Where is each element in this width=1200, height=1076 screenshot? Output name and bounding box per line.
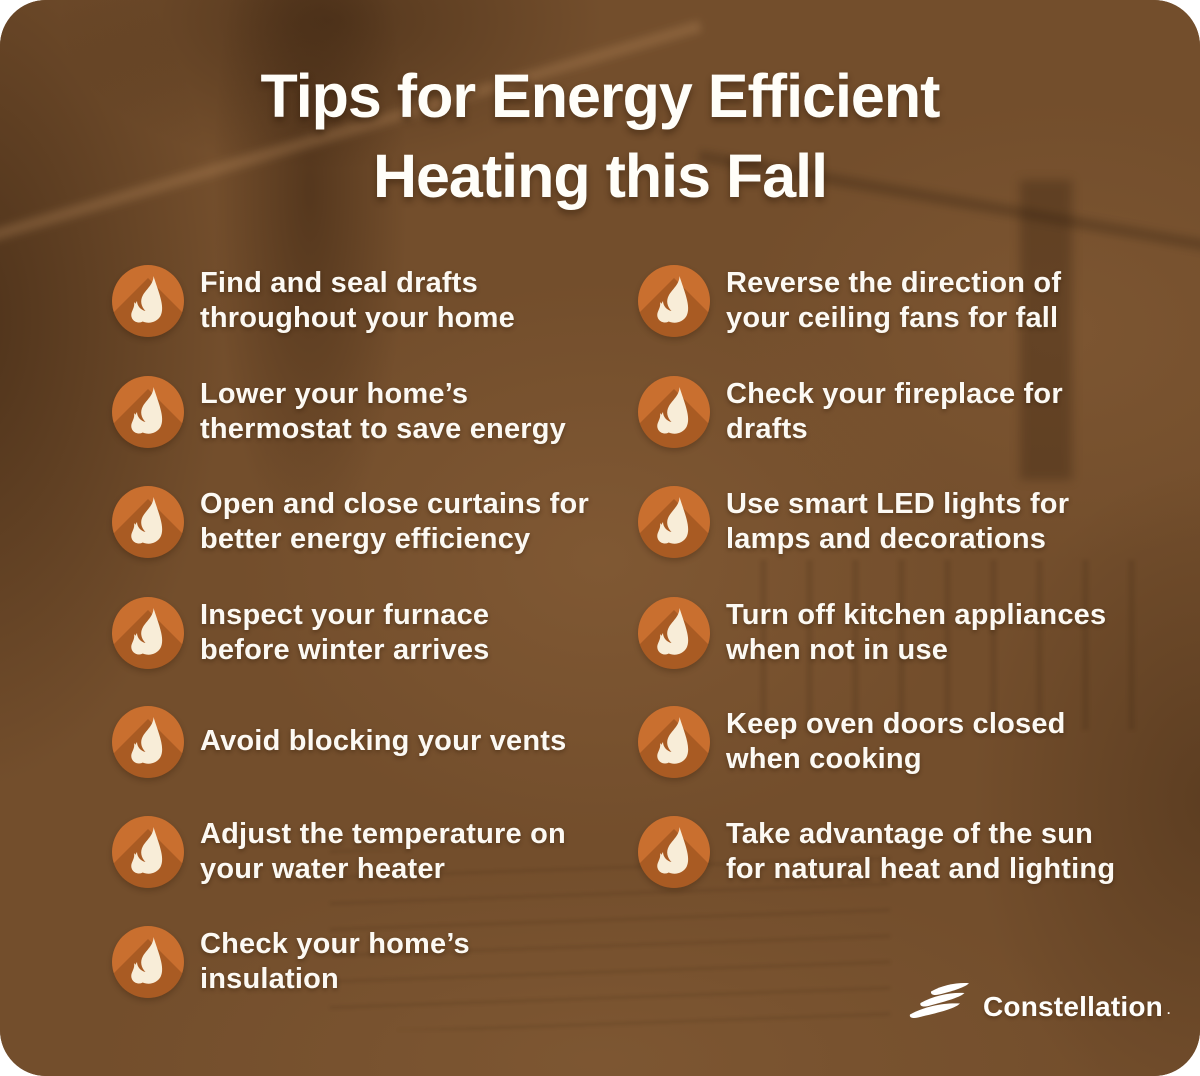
tip-item: Lower your home’s thermostat to save ene… xyxy=(112,376,566,448)
constellation-swoosh-icon xyxy=(909,982,969,1019)
flame-icon xyxy=(112,376,184,448)
tip-item: Check your fireplace for drafts xyxy=(638,376,1063,448)
tip-item: Reverse the direction of your ceiling fa… xyxy=(638,265,1061,337)
tip-text: Use smart LED lights for lamps and decor… xyxy=(726,487,1070,556)
page-title-line2: Heating this Fall xyxy=(372,142,828,210)
page-title-line1: Tips for Energy Efficient xyxy=(260,62,941,130)
flame-icon xyxy=(112,926,184,998)
tip-text: Check your fireplace for drafts xyxy=(726,377,1063,446)
flame-icon xyxy=(112,816,184,888)
tip-item: Inspect your furnace before winter arriv… xyxy=(112,597,490,669)
flame-icon xyxy=(112,597,184,669)
background-deck-slats xyxy=(330,850,890,1030)
flame-icon xyxy=(638,486,710,558)
flame-icon xyxy=(638,706,710,778)
brand-trademark-dot: . xyxy=(1166,1003,1171,1017)
tip-text: Take advantage of the sun for natural he… xyxy=(726,817,1116,886)
background-porch-rails xyxy=(760,560,1160,730)
tip-item: Turn off kitchen appliances when not in … xyxy=(638,597,1106,669)
tip-text: Check your home’s insulation xyxy=(200,927,470,996)
brand-wordmark: Constellation xyxy=(983,991,1163,1022)
background-chimney xyxy=(1020,180,1072,480)
flame-icon xyxy=(112,486,184,558)
tip-text: Inspect your furnace before winter arriv… xyxy=(200,598,490,667)
flame-icon xyxy=(112,265,184,337)
tip-item: Check your home’s insulation xyxy=(112,926,470,998)
tip-item: Avoid blocking your vents xyxy=(112,706,566,778)
page-title: Tips for Energy Efficient Heating this F… xyxy=(0,56,1200,216)
tip-text: Keep oven doors closed when cooking xyxy=(726,707,1066,776)
brand-logo: Constellation . xyxy=(906,982,1170,1026)
tip-text: Open and close curtains for better energ… xyxy=(200,487,589,556)
tip-text: Lower your home’s thermostat to save ene… xyxy=(200,377,567,446)
tip-item: Use smart LED lights for lamps and decor… xyxy=(638,486,1069,558)
tip-text: Turn off kitchen appliances when not in … xyxy=(726,598,1107,667)
tip-text: Adjust the temperature on your water hea… xyxy=(200,817,566,886)
flame-icon xyxy=(638,265,710,337)
tip-item: Find and seal drafts throughout your hom… xyxy=(112,265,515,337)
tip-item: Take advantage of the sun for natural he… xyxy=(638,816,1115,888)
tip-text: Avoid blocking your vents xyxy=(200,725,567,758)
tip-text: Find and seal drafts throughout your hom… xyxy=(200,266,515,335)
tip-item: Keep oven doors closed when cooking xyxy=(638,706,1066,778)
tip-item: Open and close curtains for better energ… xyxy=(112,486,589,558)
flame-icon xyxy=(638,816,710,888)
flame-icon xyxy=(638,376,710,448)
tip-text: Reverse the direction of your ceiling fa… xyxy=(726,266,1062,335)
flame-icon xyxy=(638,597,710,669)
flame-icon xyxy=(112,706,184,778)
tip-item: Adjust the temperature on your water hea… xyxy=(112,816,566,888)
